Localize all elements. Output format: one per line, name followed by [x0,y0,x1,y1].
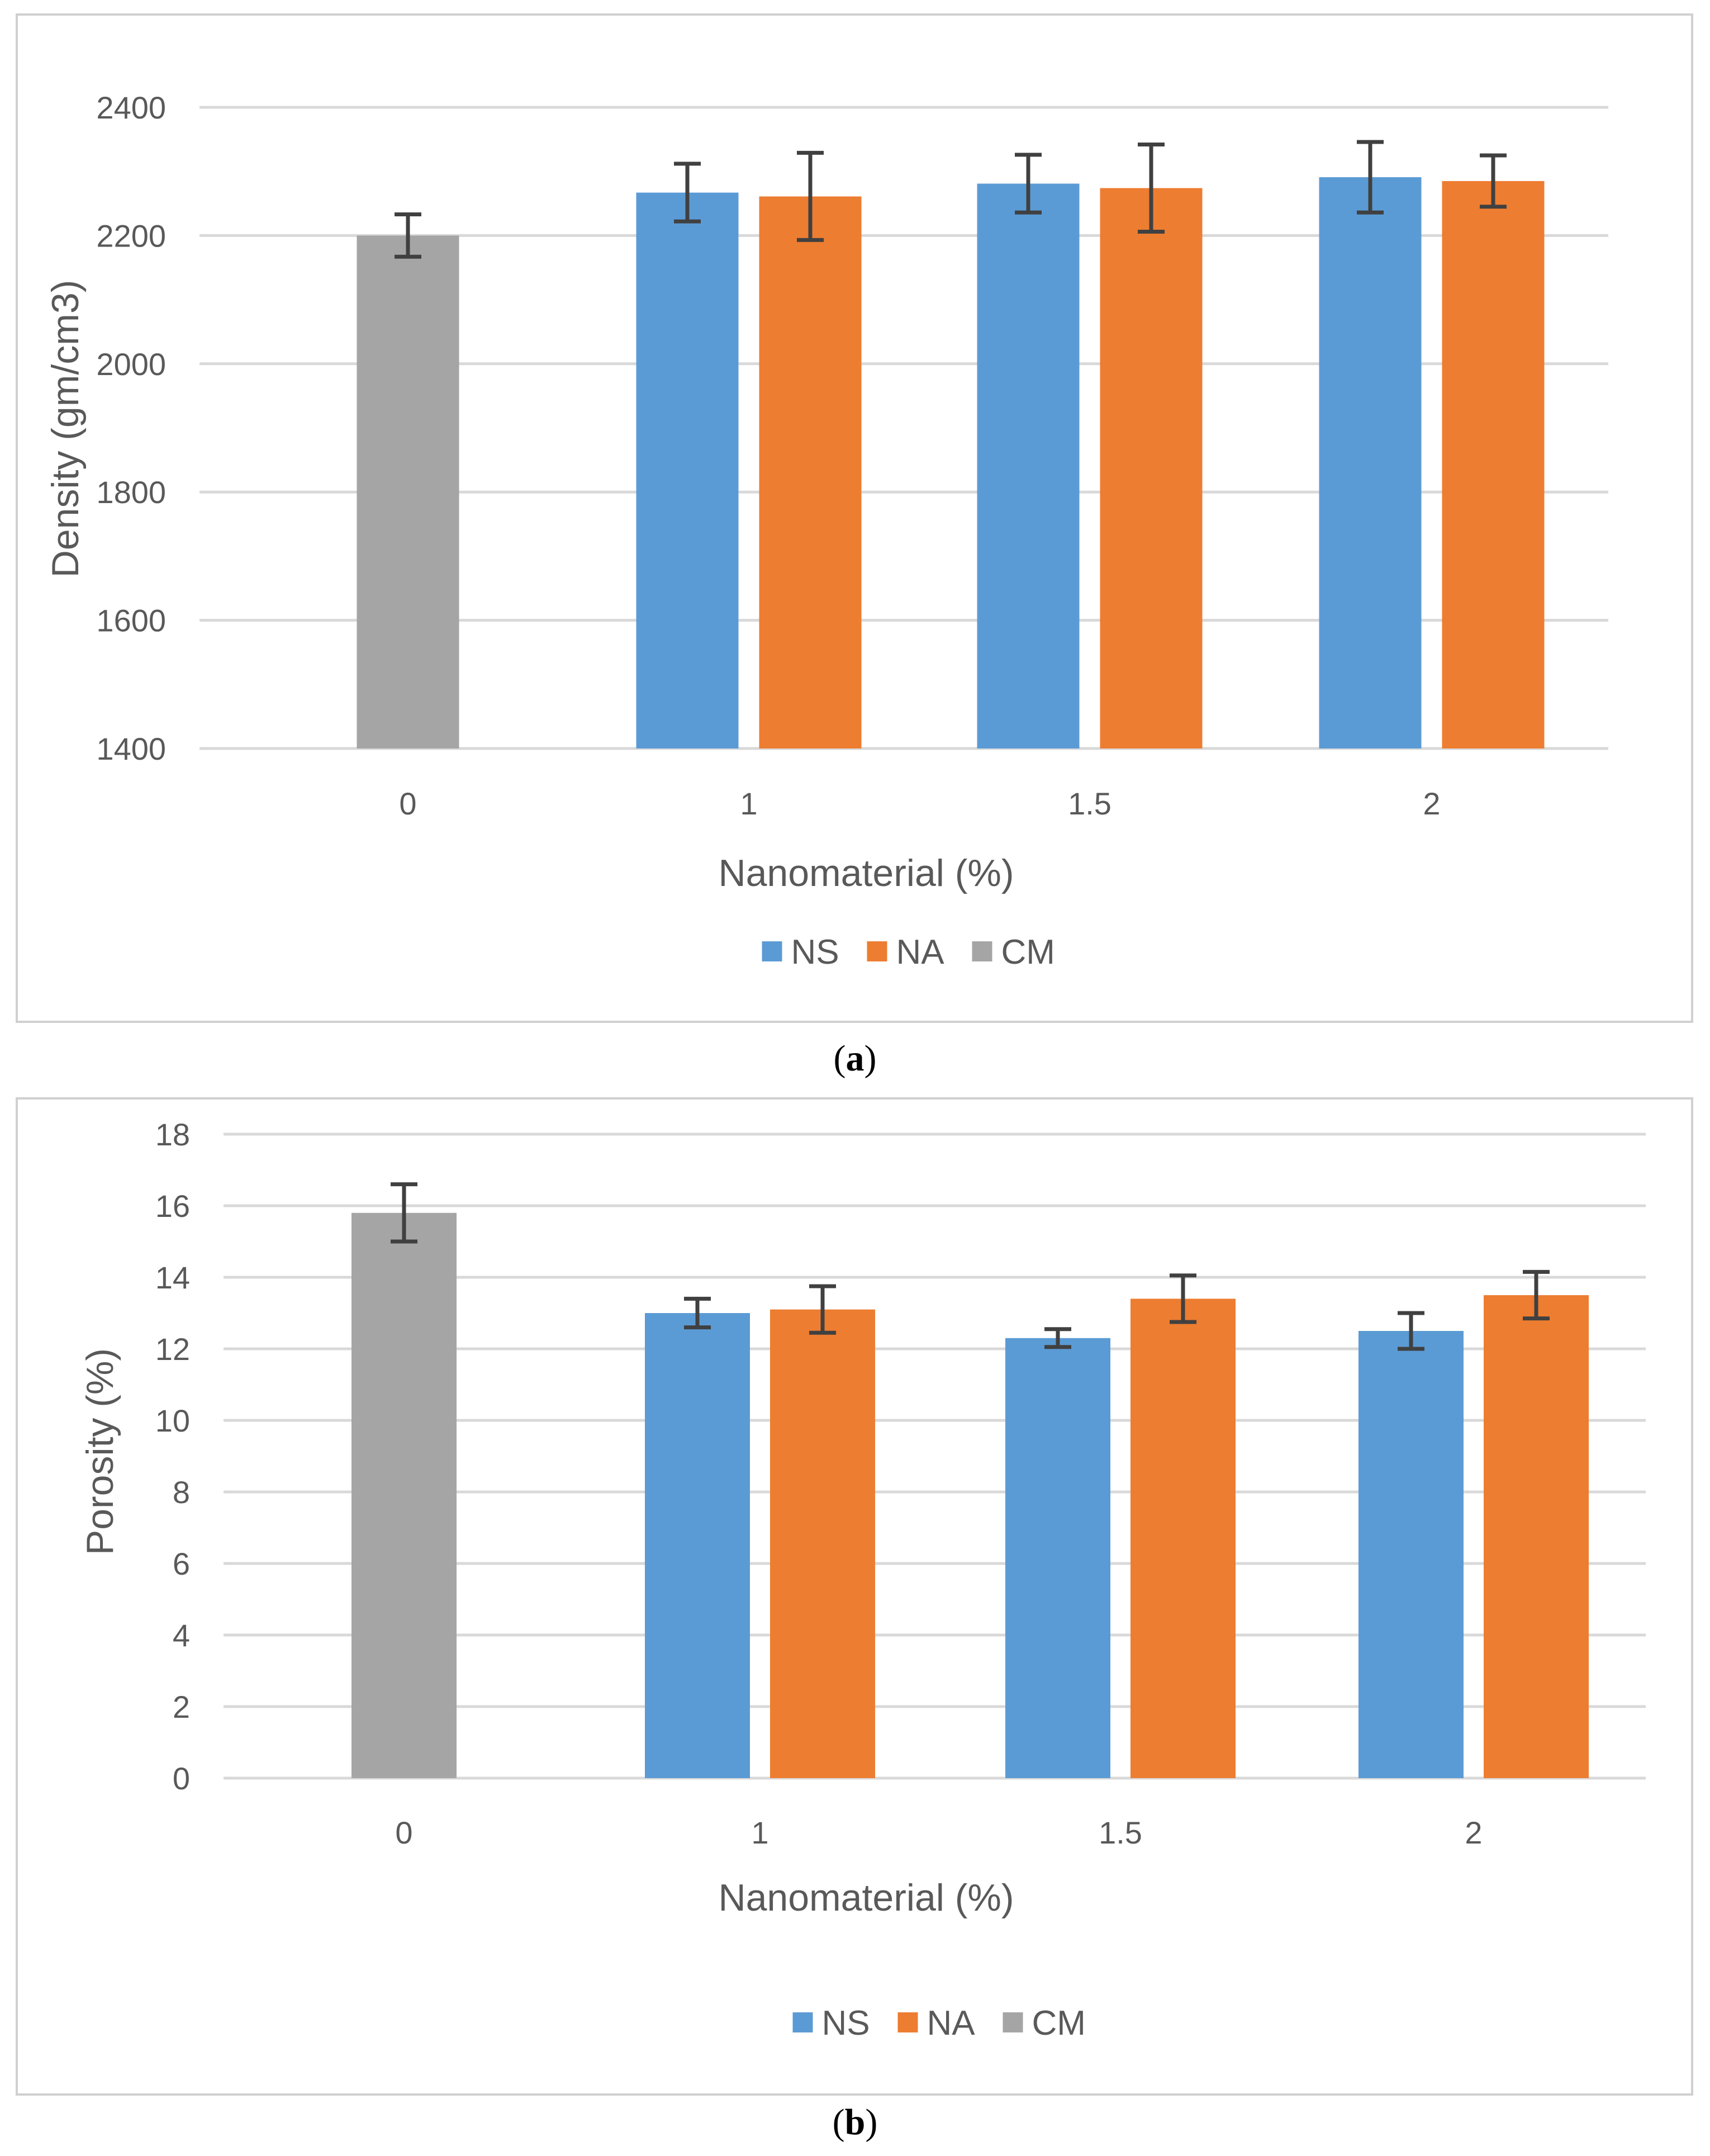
y-axis-title: Porosity (%) [79,1348,121,1555]
bar-ns-1-5 [1005,1338,1110,1778]
x-tick-label: 0 [395,1815,412,1850]
legend-swatch-na [897,2012,918,2032]
legend-label-na: NA [896,933,945,972]
y-tick-label: 6 [173,1546,190,1581]
y-tick-label: 2000 [96,347,166,382]
y-tick-label: 1600 [96,603,166,638]
legend-label-na: NA [927,2004,976,2043]
x-tick-label: 2 [1465,1815,1482,1850]
bar-cm-0 [352,1212,457,1778]
y-tick-label: 0 [173,1761,190,1796]
x-axis-title: Nanomaterial (%) [718,852,1014,894]
chart-panel-porosity: 0 2 4 6 8 10 12 14 16 18 0 1 1.5 2 Porosity (%) Nano… [16,1097,1693,2096]
y-tick-label: 4 [173,1618,190,1653]
bar-ns-2 [1358,1331,1464,1778]
x-tick-label: 2 [1423,786,1440,821]
x-tick-label: 1 [751,1815,768,1850]
legend-label-ns: NS [822,2004,870,2043]
bar-ns-1-5 [977,183,1080,748]
y-tick-label: 18 [155,1117,190,1152]
y-tick-label: 16 [155,1188,190,1224]
caption-a: (a) [834,1038,877,1079]
bar-ns-2 [1319,177,1422,748]
y-tick-label: 2400 [96,90,166,125]
y-tick-label: 2 [173,1689,190,1724]
y-axis-title: Density (gm/cm3) [44,280,87,578]
bar-ns-1 [636,192,739,748]
legend-swatch-cm [1003,2012,1023,2032]
y-tick-label: 1400 [96,731,166,766]
legend-swatch-cm [972,941,992,961]
chart-panel-density: 1400 1600 1800 2000 2200 2400 0 1 1.5 2 Density … [16,13,1693,1023]
y-tick-label: 1800 [96,475,166,510]
legend-swatch-ns [762,941,782,961]
bar-na-2 [1484,1295,1589,1778]
legend-label-cm: CM [1001,933,1055,972]
x-axis-title: Nanomaterial (%) [718,1877,1014,1919]
x-tick-label: 1.5 [1068,786,1112,821]
y-tick-label: 2200 [96,218,166,253]
bar-ns-1 [645,1313,750,1778]
bar-na-1 [770,1309,875,1778]
y-tick-label: 14 [155,1260,190,1295]
y-tick-label: 10 [155,1403,190,1438]
x-tick-label: 1 [740,786,757,821]
x-tick-label: 0 [399,786,416,821]
legend-swatch-na [867,941,887,961]
bar-na-1-5 [1100,188,1203,749]
caption-b: (b) [833,2102,878,2143]
x-tick-label: 1.5 [1099,1815,1142,1850]
bar-cm-0 [357,235,459,748]
bar-na-1 [759,196,862,749]
legend-label-ns: NS [791,933,839,972]
bar-na-2 [1442,181,1545,748]
y-tick-label: 12 [155,1331,190,1367]
legend-swatch-ns [792,2012,813,2032]
y-tick-label: 8 [173,1475,190,1510]
bar-na-1-5 [1130,1299,1236,1778]
legend-label-cm: CM [1032,2004,1086,2043]
